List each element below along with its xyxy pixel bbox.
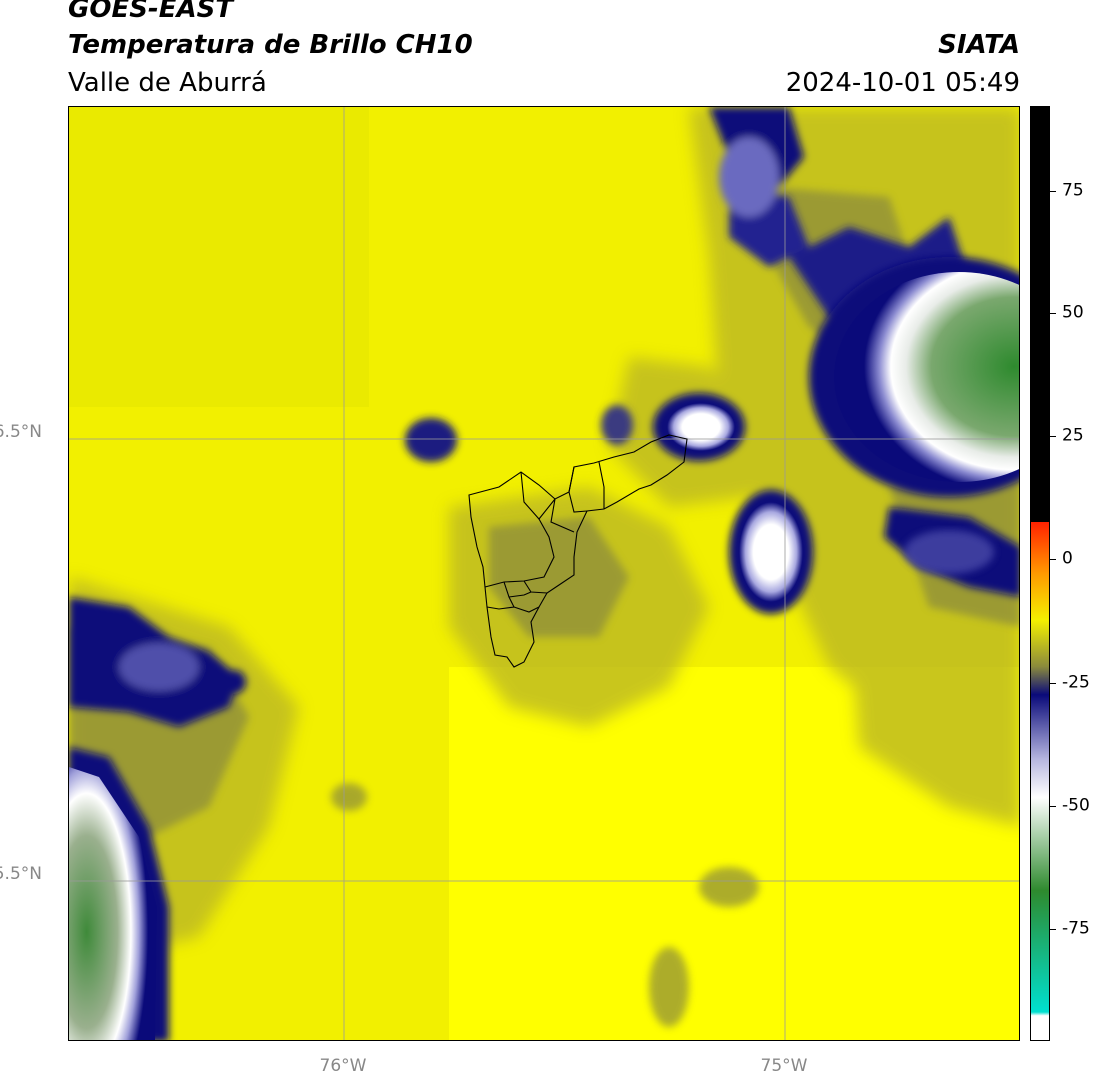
lon-tick-label: 76°W: [319, 1056, 367, 1076]
colorbar-tick: [1050, 191, 1056, 192]
colorbar-tick-label: 50: [1062, 302, 1084, 323]
timestamp-label: 2024-10-01 05:49: [785, 68, 1020, 98]
lon-tick-label: 75°W: [760, 1056, 808, 1076]
colorbar-tick: [1050, 313, 1056, 314]
satellite-title: GOES-EAST: [68, 0, 234, 24]
colorbar-tick: [1050, 929, 1056, 930]
colorbar-tick: [1050, 436, 1056, 437]
region-subtitle: Valle de Aburrá: [68, 68, 267, 98]
lat-tick-label: 6.5°N: [0, 422, 42, 442]
colorbar-tick-label: 75: [1062, 180, 1084, 201]
colorbar-tick-label: -50: [1062, 795, 1090, 816]
brightness-temperature-map[interactable]: [68, 106, 1020, 1041]
map-raster: [69, 107, 1019, 1040]
colorbar-tick-label: -75: [1062, 918, 1090, 939]
temperature-colorbar: [1030, 106, 1050, 1041]
colorbar-tick-label: 0: [1062, 548, 1073, 569]
colorbar-tick-label: 25: [1062, 425, 1084, 446]
agency-label: SIATA: [938, 30, 1020, 60]
colorbar-tick-label: -25: [1062, 672, 1090, 693]
colorbar-tick: [1050, 559, 1056, 560]
colorbar-tick: [1050, 806, 1056, 807]
product-title: Temperatura de Brillo CH10: [68, 30, 473, 60]
lat-tick-label: 5.5°N: [0, 864, 42, 884]
colorbar-tick: [1050, 683, 1056, 684]
